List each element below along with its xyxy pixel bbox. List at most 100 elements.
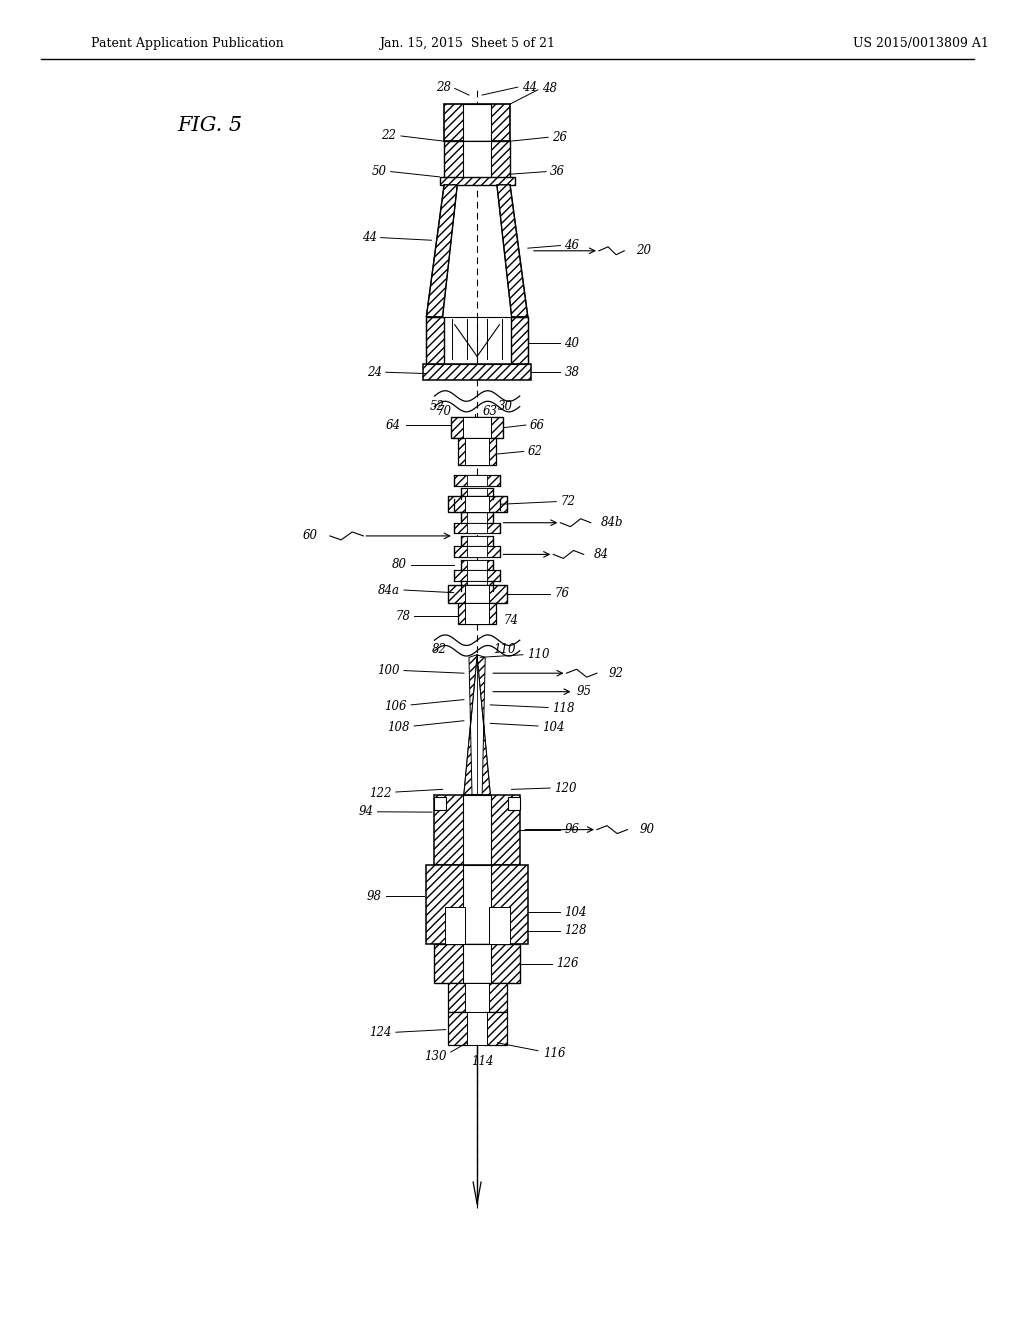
Text: 116: 116 xyxy=(543,1047,565,1060)
Text: 22: 22 xyxy=(381,129,396,143)
Text: 66: 66 xyxy=(529,418,545,432)
Bar xyxy=(465,496,489,512)
Polygon shape xyxy=(464,655,490,795)
Bar xyxy=(439,177,515,185)
Text: 50: 50 xyxy=(372,165,387,178)
Text: 84: 84 xyxy=(594,548,609,561)
Bar xyxy=(458,438,497,465)
Text: 62: 62 xyxy=(527,445,543,458)
Bar xyxy=(461,488,494,499)
Text: 24: 24 xyxy=(367,366,382,379)
Text: 130: 130 xyxy=(424,1049,446,1063)
Text: 106: 106 xyxy=(385,700,408,713)
Text: 94: 94 xyxy=(358,805,374,818)
Text: 84a: 84a xyxy=(378,583,400,597)
Text: 110: 110 xyxy=(526,648,549,661)
Text: 92: 92 xyxy=(609,667,624,680)
Bar xyxy=(426,317,443,364)
Text: 40: 40 xyxy=(564,337,580,350)
Text: 104: 104 xyxy=(542,721,564,734)
Bar xyxy=(451,417,504,438)
Bar xyxy=(467,499,487,510)
Bar xyxy=(467,488,487,499)
Text: 120: 120 xyxy=(554,781,577,795)
Text: Jan. 15, 2015  Sheet 5 of 21: Jan. 15, 2015 Sheet 5 of 21 xyxy=(379,37,555,50)
Bar xyxy=(467,536,487,546)
Bar xyxy=(454,499,501,510)
Text: 74: 74 xyxy=(504,614,518,627)
Bar xyxy=(467,546,487,557)
Bar xyxy=(447,496,507,512)
Bar xyxy=(465,438,489,465)
Text: 122: 122 xyxy=(370,787,392,800)
Text: 44: 44 xyxy=(361,231,377,244)
Text: 96: 96 xyxy=(564,824,580,836)
Bar xyxy=(465,983,489,1012)
Text: 84b: 84b xyxy=(601,516,624,529)
Bar xyxy=(458,603,497,624)
Text: 44: 44 xyxy=(522,81,537,94)
Text: 104: 104 xyxy=(564,906,587,919)
Bar xyxy=(463,865,492,944)
Bar xyxy=(447,983,507,1012)
Bar xyxy=(461,560,494,570)
Bar xyxy=(463,944,492,983)
Text: 76: 76 xyxy=(554,587,569,601)
Text: 124: 124 xyxy=(370,1026,392,1039)
Polygon shape xyxy=(426,185,458,317)
Text: 20: 20 xyxy=(637,244,651,257)
Text: 46: 46 xyxy=(564,239,580,252)
Bar xyxy=(467,475,487,486)
Text: 52: 52 xyxy=(430,400,444,413)
Bar xyxy=(463,104,492,141)
Bar xyxy=(508,797,520,810)
Bar xyxy=(434,795,520,865)
Text: 26: 26 xyxy=(552,131,567,144)
Bar xyxy=(489,907,510,944)
Bar xyxy=(426,865,527,944)
Bar xyxy=(444,907,465,944)
Polygon shape xyxy=(497,185,527,317)
Bar xyxy=(463,417,492,438)
Text: 30: 30 xyxy=(498,400,512,413)
Bar xyxy=(461,581,494,591)
Text: 95: 95 xyxy=(577,685,592,698)
Bar xyxy=(467,581,487,591)
Text: 36: 36 xyxy=(550,165,565,178)
Bar xyxy=(461,536,494,546)
Text: 64: 64 xyxy=(386,418,401,432)
Bar xyxy=(454,546,501,557)
Polygon shape xyxy=(464,655,477,795)
Bar xyxy=(447,1012,470,1045)
Polygon shape xyxy=(477,655,490,795)
Text: 82: 82 xyxy=(432,643,446,656)
Bar xyxy=(454,475,501,486)
Bar xyxy=(444,104,510,141)
Text: 126: 126 xyxy=(556,957,579,970)
Bar xyxy=(461,512,494,523)
Text: 48: 48 xyxy=(542,82,557,95)
Text: 80: 80 xyxy=(392,558,408,572)
Bar xyxy=(423,364,530,380)
Text: 60: 60 xyxy=(303,529,317,543)
Bar xyxy=(444,141,510,178)
Bar xyxy=(463,141,492,178)
Text: 72: 72 xyxy=(560,495,575,508)
Bar xyxy=(434,944,520,983)
Bar xyxy=(467,512,487,523)
Bar xyxy=(465,603,489,624)
Bar xyxy=(467,560,487,570)
Bar xyxy=(467,523,487,533)
Text: FIG. 5: FIG. 5 xyxy=(177,116,243,135)
Bar xyxy=(467,570,487,581)
Text: 114: 114 xyxy=(471,1055,494,1068)
Bar xyxy=(484,1012,507,1045)
Text: 63: 63 xyxy=(482,405,498,418)
Text: 28: 28 xyxy=(435,81,451,94)
Bar xyxy=(467,1012,487,1045)
Text: 78: 78 xyxy=(395,610,410,623)
Bar xyxy=(434,797,446,810)
Text: Patent Application Publication: Patent Application Publication xyxy=(91,37,284,50)
Bar xyxy=(463,795,492,865)
Text: US 2015/0013809 A1: US 2015/0013809 A1 xyxy=(853,37,988,50)
